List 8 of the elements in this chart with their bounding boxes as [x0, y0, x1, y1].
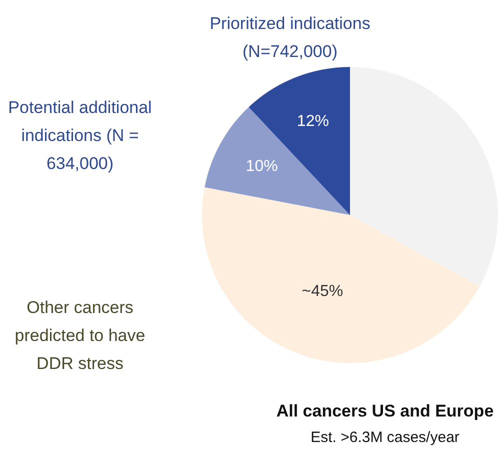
data-label: 10% — [246, 158, 278, 175]
slice-label: Potential additional indications (N = 634,000) — [8, 98, 152, 174]
data-label: ~45% — [302, 282, 344, 300]
text: Est. >6.3M cases/year — [310, 429, 460, 446]
text: All cancers US and Europe — [276, 402, 494, 421]
slice-label: Other cancers predicted to have DDR stress — [14, 298, 146, 374]
data-label: 12% — [296, 112, 329, 130]
slice-label: Prioritized indications (N=742,000) — [210, 14, 370, 62]
